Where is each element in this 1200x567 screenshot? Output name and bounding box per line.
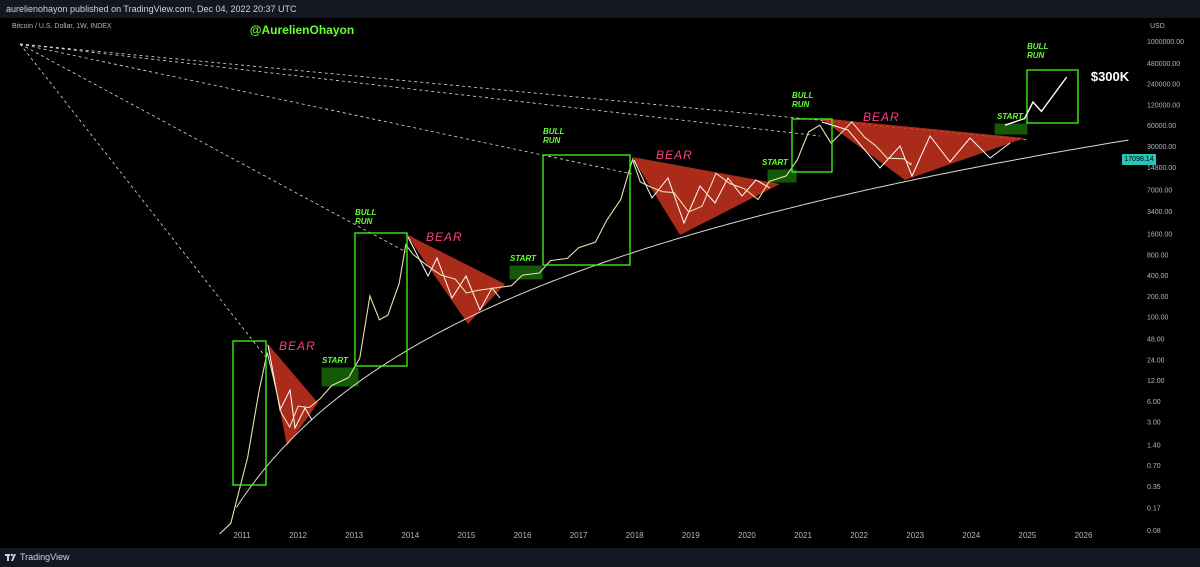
x-tick-label: 2017 [570,531,588,540]
y-tick-label: 48.00 [1147,337,1165,344]
bear-zigzag [407,236,501,312]
x-tick-label: 2021 [794,531,812,540]
start-zone [994,123,1028,135]
bear-label: BEAR [279,339,316,353]
y-tick-label: 480000.00 [1147,61,1180,68]
x-tick-label: 2024 [962,531,980,540]
x-tick-label: 2014 [401,531,419,540]
price-axis-unit: USD [1150,23,1165,30]
symbol-legend: Bitcoin / U.S. Dollar, 1W, INDEX [12,23,112,30]
bear-label: BEAR [656,148,693,162]
x-tick-label: 2023 [906,531,924,540]
y-tick-label: 0.35 [1147,484,1161,491]
bull-run-label: BULL [543,127,564,136]
start-label: START [322,356,349,365]
x-tick-label: 2018 [626,531,644,540]
x-tick-label: 2013 [345,531,363,540]
fan-guide-line [19,43,821,137]
y-tick-label: 1600.00 [1147,232,1172,239]
bull-run-box [1026,69,1079,124]
bear-zone [267,343,318,446]
bull-run-label: RUN [792,100,810,109]
fan-guide-line [19,43,1029,141]
y-tick-label: 30000.00 [1147,144,1176,151]
x-tick-label: 2011 [233,531,251,540]
y-tick-label: 12.00 [1147,378,1165,385]
x-axis: 2011 2012 2013 2014 2015 2016 2017 2018 2019 2020… [233,531,1093,540]
fan-guide-lines [19,43,1029,361]
bull-run-label: BULL [1027,42,1048,51]
y-tick-label: 0.17 [1147,505,1161,512]
bull-run-box [791,118,833,173]
bear-zigzag [821,121,1011,178]
x-tick-label: 2020 [738,531,756,540]
current-price-tag: 17098.14 [1122,154,1156,165]
price-series-line [219,121,912,535]
bull-run-box [354,232,408,367]
tradingview-brand: TradingView [20,552,70,562]
bear-zones [267,118,1025,446]
x-tick-label: 2026 [1075,531,1093,540]
y-tick-label: 400.00 [1147,273,1169,280]
bull-run-label: RUN [543,136,561,145]
tradingview-logo-icon [5,553,16,561]
y-tick-label: 240000.00 [1147,82,1180,89]
annotation-labels: BULLRUNBULLRUNBULLRUNBULLRUNBEARBEARBEAR… [279,42,1048,365]
y-tick-label: 3400.00 [1147,209,1172,216]
y-tick-label: 100.00 [1147,315,1169,322]
y-tick-label: 60000.00 [1147,123,1176,130]
y-tick-label: 200.00 [1147,294,1169,301]
start-zone [321,367,359,387]
y-tick-label: 24.00 [1147,357,1165,364]
fan-guide-line [19,43,269,361]
x-tick-label: 2016 [514,531,532,540]
bull-run-label: BULL [355,208,376,217]
y-tick-label: 800.00 [1147,252,1169,259]
y-tick-label: 14800.00 [1147,165,1176,172]
y-tick-label: 7000.00 [1147,188,1172,195]
y-tick-label: 1000000.00 [1147,39,1184,46]
projection-line [1004,76,1068,126]
fan-guide-line [19,43,407,253]
start-label: START [510,254,537,263]
x-tick-label: 2022 [850,531,868,540]
bull-run-boxes [232,69,1079,486]
log-regression-curve [235,139,1129,508]
y-tick-label: 3.00 [1147,420,1161,427]
x-tick-label: 2012 [289,531,307,540]
bitcoin-log-chart[interactable]: BULLRUNBULLRUNBULLRUNBULLRUNBEARBEARBEAR… [0,18,1200,548]
bear-label: BEAR [863,110,900,124]
start-label: START [762,158,789,167]
footer-bar: TradingView [0,548,1200,567]
fan-guide-line [19,43,633,175]
start-label: START [997,112,1024,121]
bear-zone [820,118,1025,180]
bull-run-label: BULL [792,91,813,100]
bull-run-box [232,340,267,486]
y-tick-label: 120000.00 [1147,102,1180,109]
y-axis: 1000000.00 480000.00 240000.00 120000.00 600… [1147,39,1184,535]
y-tick-label: 1.40 [1147,442,1161,449]
x-tick-label: 2019 [682,531,700,540]
bear-label: BEAR [426,230,463,244]
chart-title: @AurelienOhayon [250,23,354,37]
x-tick-label: 2025 [1019,531,1037,540]
publish-info: aurelienohayon published on TradingView.… [0,0,1200,18]
y-tick-label: 0.70 [1147,463,1161,470]
y-tick-label: 6.00 [1147,399,1161,406]
price-target-label: $300K [1091,69,1130,84]
x-tick-label: 2015 [458,531,476,540]
start-zone [509,265,543,280]
y-tick-label: 0.08 [1147,528,1161,535]
bull-run-label: RUN [1027,51,1045,60]
bull-run-box [542,154,631,266]
bull-run-label: RUN [355,217,373,226]
